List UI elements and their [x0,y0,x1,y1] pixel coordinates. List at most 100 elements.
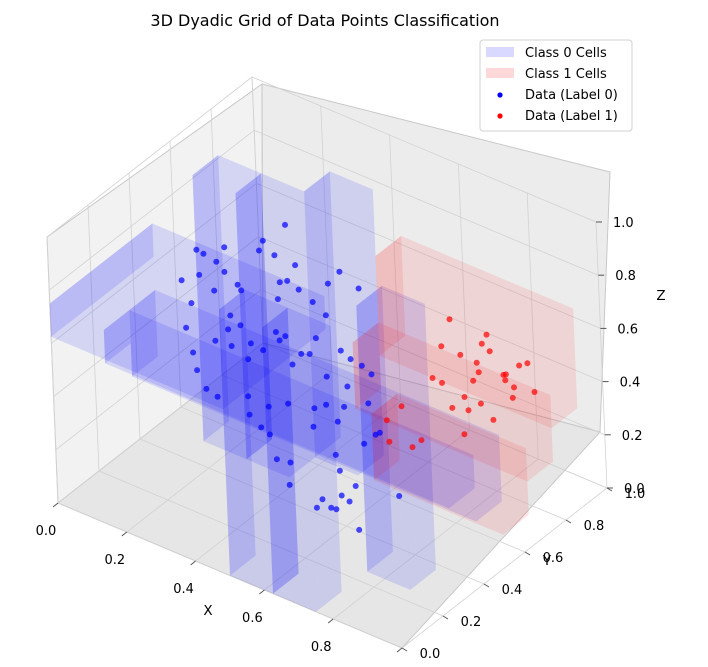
point-label0 [237,322,244,329]
z-tick-label: 0.0 [624,482,645,497]
grid-line-floor-y [221,374,567,521]
point-label0 [313,504,320,511]
cell-face [262,307,299,594]
point-label0 [203,385,210,392]
cell-face [304,171,341,458]
point-label0 [332,451,339,458]
point-label0 [298,350,305,357]
legend-marker-label0 [497,92,503,98]
y-tick-label: 0.2 [461,615,482,630]
cell-class0-4 [262,307,342,612]
point-label0 [214,393,221,400]
x-tick-mark [52,502,59,508]
point-label0 [346,498,353,505]
point-label0 [245,356,252,363]
legend-swatch-class0 [486,47,514,57]
cell-face [235,193,290,478]
point-label1 [486,348,493,355]
point-label0 [190,349,197,356]
cell-face [235,173,273,460]
grid-line-floor-x [332,458,539,620]
point-label1 [524,360,531,367]
point-label0 [276,279,283,286]
x-tick-mark [190,560,196,566]
grid-line-wall-x [458,163,470,431]
point-label1 [475,369,482,376]
point-label0 [256,247,262,254]
y-tick-mark [565,519,572,524]
data-points [178,221,538,533]
point-label0 [336,467,343,474]
x-tick-label: 0.8 [311,640,332,655]
point-label0 [178,277,185,284]
grid-line-side-y [87,204,100,472]
x-tick-label: 0.0 [36,524,57,539]
x-tick-label: 0.4 [173,582,194,597]
cell-face [375,236,406,356]
cell-face [447,455,475,509]
point-label0 [245,393,252,400]
y-tick-label: 0.6 [543,551,564,566]
legend: Class 0 Cells Class 1 Cells Data (Label … [479,39,633,132]
point-label0 [227,312,234,319]
y-tick-label: 0.4 [502,583,523,598]
cell-face [356,285,425,324]
grid-line-wall-x [526,192,539,460]
point-label0 [272,329,279,335]
x-tick-mark [121,531,128,537]
point-label0 [310,423,317,430]
cell-face [399,303,436,590]
point-label0 [276,337,283,344]
point-label1 [429,375,436,381]
y-tick-label: 0.8 [584,519,605,534]
point-label0 [312,335,319,342]
cell-face [375,256,552,429]
point-label1 [438,343,445,350]
point-label0 [337,347,344,354]
cell-face [262,327,316,612]
point-label1 [409,444,416,451]
grid-line-wall-z [254,129,599,276]
cell-face [235,173,273,460]
cell-face [473,435,502,522]
point-label0 [372,431,379,438]
cell-face [375,236,574,329]
point-label0 [196,271,203,278]
grid-lines [46,76,608,649]
cell-face [347,189,384,476]
point-label0 [368,371,375,378]
point-label0 [341,403,348,410]
cell-class0-3 [219,289,299,594]
point-label0 [282,333,289,340]
point-label0 [213,258,220,265]
cell-face [262,307,331,346]
grid-line-floor-y [98,470,444,617]
point-label0 [356,526,363,533]
y-tick-mark [401,647,408,652]
x-tick-label: 0.6 [242,611,263,626]
point-label0 [328,504,335,511]
point-label1 [531,389,538,395]
point-label0 [347,356,354,363]
grid-line-side-z [57,342,264,504]
point-label0 [259,237,266,244]
point-label0 [282,221,288,228]
point-label1 [398,403,405,410]
z-tick-label: 0.6 [617,322,638,337]
y-tick-label: 0.0 [420,647,441,662]
point-label1 [461,394,468,400]
point-label0 [306,351,313,357]
point-label0 [324,280,331,287]
grid-line-wall-x [320,105,333,373]
z-tick-label: 0.2 [622,429,643,444]
cell-face [129,290,158,377]
cell-face [221,296,326,410]
cell-face [352,322,381,409]
point-label0 [212,337,219,344]
point-label1 [457,351,464,358]
cell-face [262,307,299,594]
point-label1 [500,371,507,378]
cell-face [235,173,305,212]
grid-line-side-z [53,236,259,397]
